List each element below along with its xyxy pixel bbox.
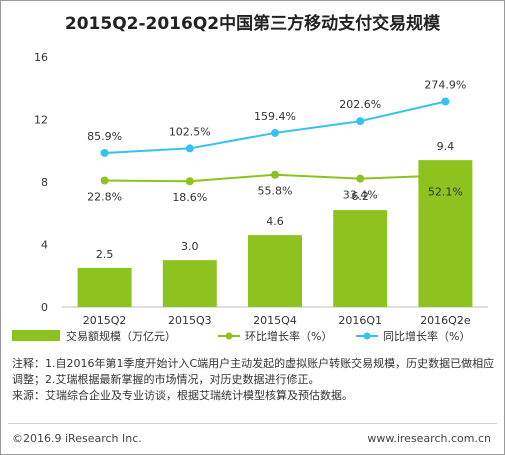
y-tick-label: 16 — [34, 51, 48, 64]
x-tick-label: 2016Q1 — [338, 314, 382, 327]
y-tick-label: 0 — [41, 301, 48, 314]
line-value-label: 55.8% — [258, 185, 293, 198]
bar-value-label: 9.4 — [437, 140, 455, 153]
bar — [77, 267, 132, 307]
line-value-label: 202.6% — [339, 98, 381, 111]
x-tick-label: 2015Q4 — [253, 314, 297, 327]
bar — [418, 160, 473, 307]
line-value-label: 18.6% — [172, 191, 207, 204]
x-tick-label: 2015Q3 — [168, 314, 212, 327]
bar-value-label: 2.5 — [96, 248, 114, 261]
x-tick-label: 2016Q2e — [420, 314, 471, 327]
line-point — [356, 174, 365, 183]
line-point — [100, 176, 109, 185]
line-point — [185, 177, 194, 186]
footer-divider — [8, 423, 497, 424]
line-point — [185, 144, 194, 153]
bar-value-label: 3.0 — [181, 240, 199, 253]
bar-value-label: 4.6 — [266, 215, 284, 228]
line-point — [441, 97, 450, 106]
line-value-label: 85.9% — [87, 130, 122, 143]
line-value-label: 52.1% — [428, 185, 463, 198]
y-tick-label: 8 — [41, 176, 48, 189]
legend-marker — [225, 332, 233, 340]
website-text[interactable]: www.iresearch.com.cn — [367, 432, 491, 445]
line-point — [271, 170, 279, 179]
line-value-label: 159.4% — [254, 110, 296, 123]
y-tick-label: 12 — [34, 114, 48, 127]
bar — [333, 210, 388, 307]
line-point — [441, 171, 450, 180]
bar-value-label: 6.2 — [351, 190, 369, 203]
legend-swatch — [12, 330, 60, 341]
legend-marker — [363, 332, 371, 340]
note-text: 注释：1.自2016年第1季度开始计入C端用户主动发起的虚拟账户转账交易规模，历… — [12, 357, 495, 386]
chart-svg: 0 4 8 12 16 2015Q2 2015Q3 2015Q4 2016Q1 2016Q2e 2… — [12, 51, 488, 343]
line-point — [100, 148, 109, 157]
source-text: 来源：艾瑞综合企业及专业访谈，根据艾瑞统计模型核算及预估数据。 — [12, 389, 353, 402]
bar — [162, 260, 217, 307]
x-tick-label: 2015Q2 — [83, 314, 127, 327]
line-value-label: 102.5% — [169, 125, 211, 138]
copyright-text: ©2016.9 iResearch Inc. — [12, 432, 142, 445]
legend-label: 交易额规模（万亿元） — [66, 329, 176, 343]
line-value-label: 33.4% — [343, 189, 378, 202]
y-tick-label: 4 — [41, 239, 48, 252]
bar — [248, 235, 302, 307]
line-value-label: 274.9% — [424, 78, 466, 91]
legend-label: 环比增长率（%） — [245, 329, 332, 343]
line-point — [271, 128, 279, 137]
line-value-label: 22.8% — [87, 191, 122, 204]
line-point — [356, 117, 365, 126]
legend-label: 同比增长率（%） — [383, 329, 470, 343]
chart-title: 2015Q2-2016Q2中国第三方移动支付交易规模 — [64, 14, 441, 34]
chart-notes: 注释：1.自2016年第1季度开始计入C端用户主动发起的虚拟账户转账交易规模，历… — [12, 356, 498, 404]
